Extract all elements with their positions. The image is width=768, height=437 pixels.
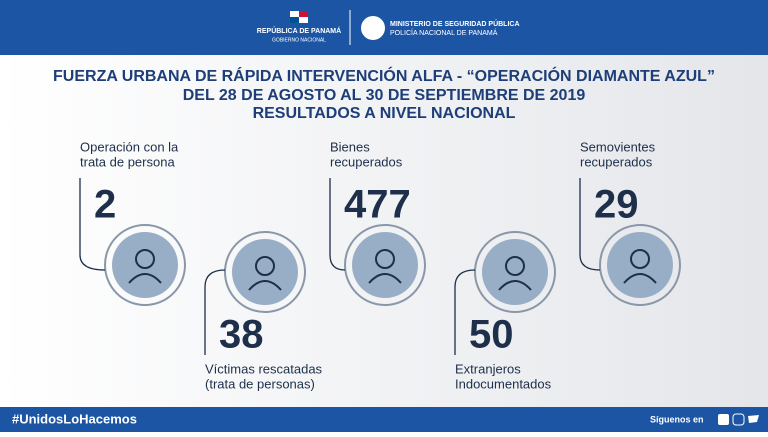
stat-label: Bienes	[330, 139, 370, 154]
follow: Síguenos en	[650, 414, 704, 424]
stat-label: Indocumentados	[455, 376, 552, 391]
title-line: RESULTADOS A NIVEL NACIONAL	[253, 105, 516, 122]
stat-value: 2	[94, 183, 116, 227]
icon-disc	[482, 239, 548, 305]
icon-glyph	[248, 280, 282, 291]
icon-disc	[112, 232, 178, 298]
stat-label: Víctimas rescatadas	[205, 361, 323, 376]
icon-glyph	[255, 256, 275, 276]
stat-label: trata de persona	[80, 154, 175, 169]
icon-glyph	[368, 273, 402, 284]
icon-disc	[352, 232, 418, 298]
police: POLICÍA NACIONAL DE PANAMÁ	[390, 28, 498, 37]
icon-glyph	[375, 249, 395, 269]
title-line: FUERZA URBANA DE RÁPIDA INTERVENCIÓN ALF…	[53, 66, 715, 85]
hashtag: #UnidosLoHacemos	[12, 411, 137, 426]
stat-label: Operación con la	[80, 139, 179, 154]
icon-glyph	[135, 249, 155, 269]
connector	[204, 269, 226, 355]
country: REPÚBLICA DE PANAMÁ	[257, 26, 341, 35]
stat-value: 38	[219, 313, 264, 357]
stat-label: Semovientes	[580, 139, 656, 154]
icon-disc	[232, 239, 298, 305]
icon-disc	[607, 232, 673, 298]
stat-label: (trata de personas)	[205, 376, 315, 391]
police-logo	[361, 16, 385, 40]
connector	[454, 269, 476, 355]
icon-glyph	[623, 273, 657, 284]
government: GOBIERNO NACIONAL	[272, 37, 326, 43]
stat-value: 50	[469, 313, 514, 357]
stat-value: 477	[344, 183, 411, 227]
icon-ring	[344, 224, 426, 306]
instagram-icon[interactable]	[732, 413, 745, 426]
connector	[79, 178, 106, 271]
stat-label: recuperados	[580, 154, 653, 169]
ministry: MINISTERIO DE SEGURIDAD PÚBLICA	[390, 19, 520, 28]
icon-glyph	[128, 273, 162, 284]
icon-glyph	[498, 280, 532, 291]
stat-label: recuperados	[330, 154, 403, 169]
stat-value: 29	[594, 183, 639, 227]
title-line: DEL 28 DE AGOSTO AL 30 DE SEPTIEMBRE DE …	[183, 87, 586, 104]
icon-ring	[599, 224, 681, 306]
icon-ring	[224, 231, 306, 313]
connector	[329, 178, 346, 271]
stat-label: Extranjeros	[455, 361, 521, 376]
twitter-icon[interactable]	[748, 415, 759, 423]
icon-glyph	[630, 249, 650, 269]
flag-red	[299, 11, 308, 17]
facebook-icon[interactable]	[718, 414, 729, 425]
icon-ring	[474, 231, 556, 313]
icon-glyph	[505, 256, 525, 276]
flag-blue	[290, 17, 299, 23]
icon-ring	[104, 224, 186, 306]
footer-bar	[0, 407, 768, 432]
connector	[579, 178, 601, 271]
